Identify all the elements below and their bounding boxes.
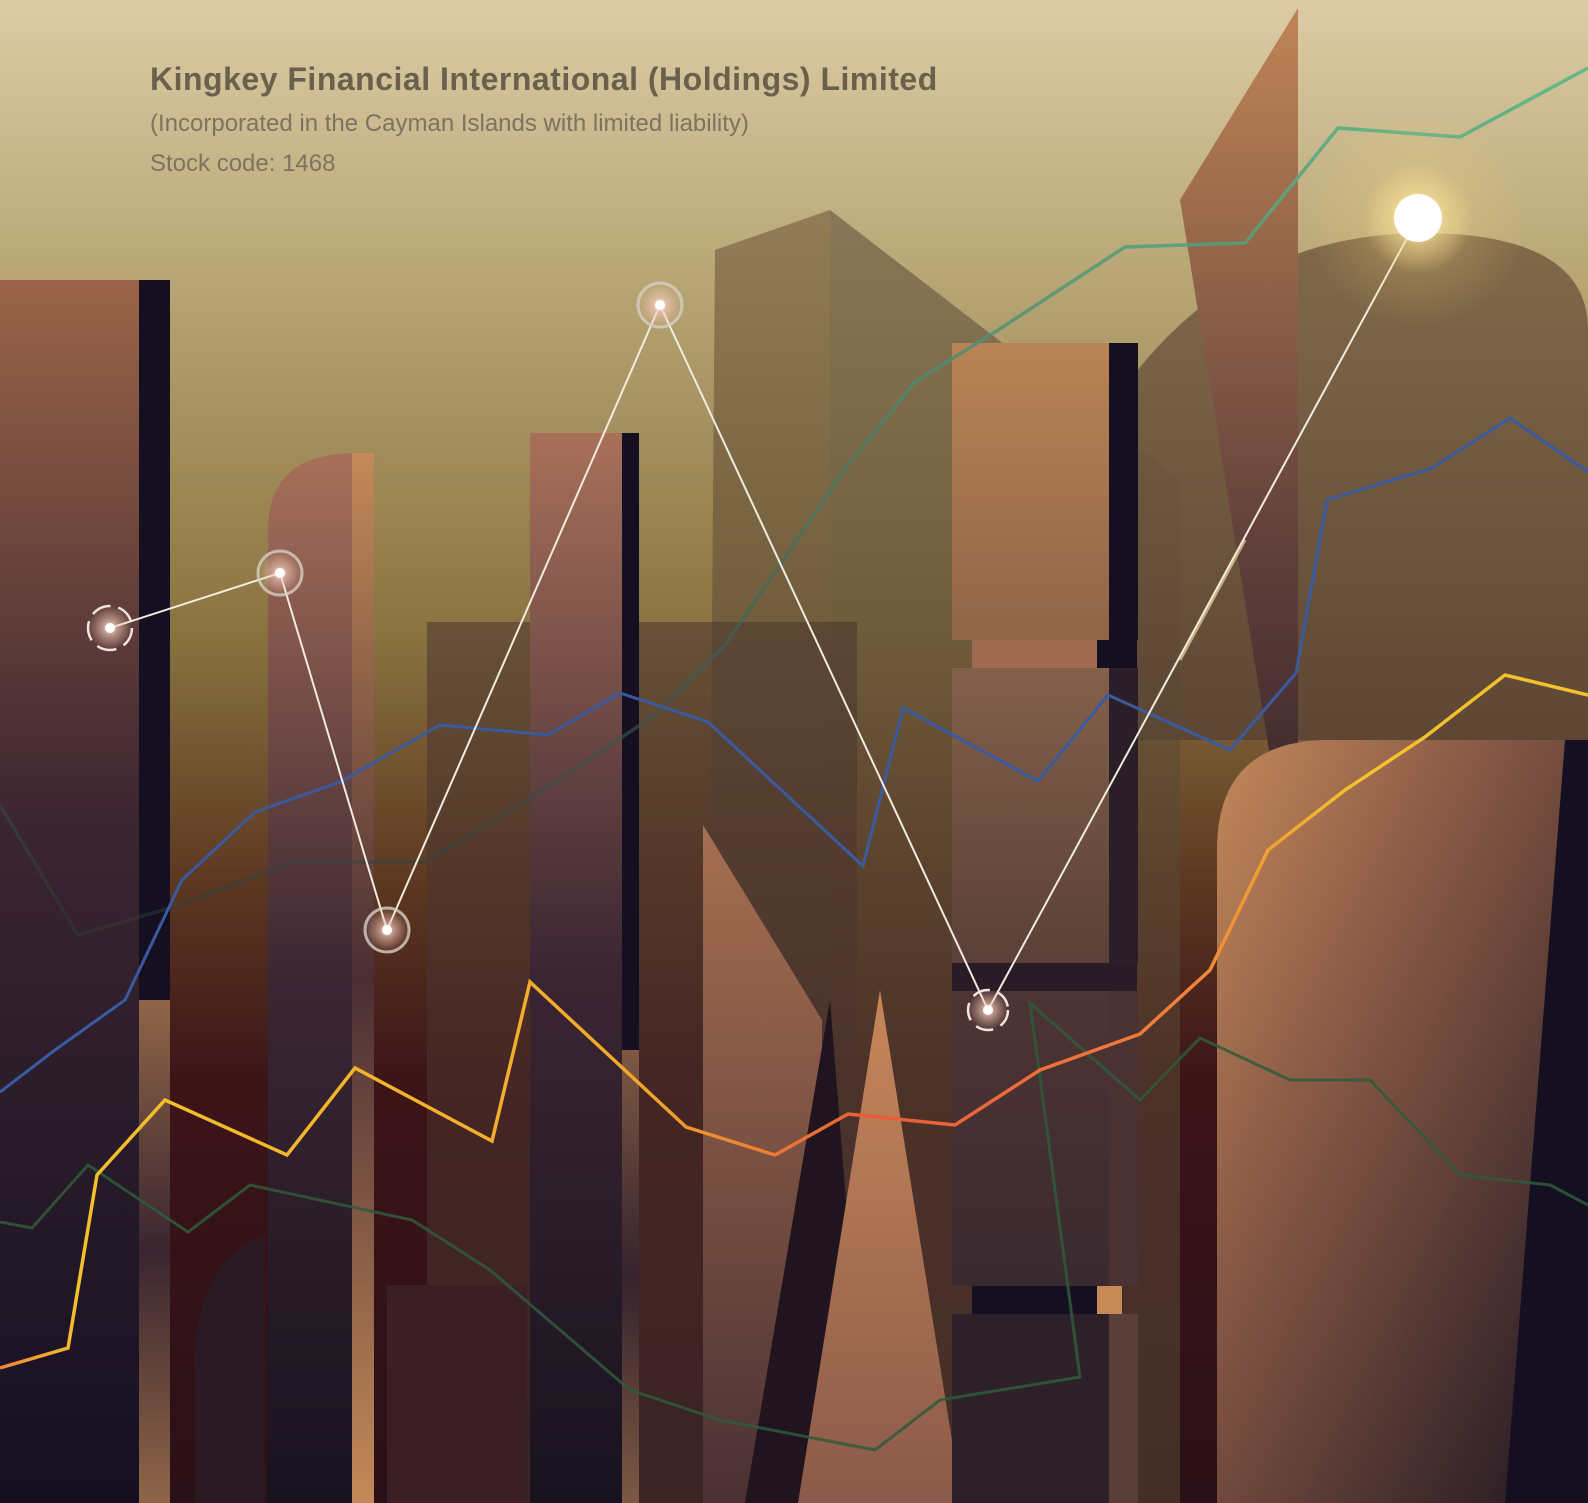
box-tower-band-2 bbox=[952, 963, 1137, 991]
dark-green-trend-line bbox=[0, 999, 1588, 1452]
sun-glow bbox=[1308, 108, 1528, 328]
box-tower-segment-3 bbox=[952, 991, 1109, 1286]
box-tower-edge-1 bbox=[1109, 343, 1138, 640]
arched-tower-stripe bbox=[352, 453, 374, 1503]
arched-tower bbox=[268, 453, 352, 1503]
constellation-node-2 bbox=[256, 549, 304, 597]
box-tower-band-1-edge bbox=[1097, 640, 1137, 668]
box-tower-segment-2 bbox=[952, 668, 1109, 963]
box-tower-edge-2 bbox=[1109, 668, 1138, 963]
right-edge-tower bbox=[1505, 740, 1588, 1503]
box-tower-segment-4 bbox=[952, 1314, 1109, 1503]
constellation-node-1 bbox=[86, 604, 134, 652]
company-name: Kingkey Financial International (Holding… bbox=[150, 61, 938, 97]
green-trend-line bbox=[0, 66, 1588, 938]
box-tower-band-1 bbox=[972, 640, 1097, 668]
constellation-node-4 bbox=[636, 281, 684, 329]
light-streak bbox=[1178, 539, 1247, 661]
tall-spire bbox=[1180, 8, 1298, 930]
incorporation-note: (Incorporated in the Cayman Islands with… bbox=[150, 110, 749, 138]
middle-tower-stripe bbox=[622, 1050, 639, 1503]
box-tower-band-3-light bbox=[1097, 1286, 1122, 1314]
cone-spire bbox=[798, 990, 962, 1503]
white-constellation-line bbox=[109, 217, 1419, 1013]
cover-header: Kingkey Financial International (Holding… bbox=[150, 60, 938, 178]
yellow-orange-trend-line bbox=[0, 673, 1588, 1370]
blue-trend-line bbox=[0, 416, 1588, 1094]
left-tower-stripe bbox=[139, 1000, 170, 1503]
constellation-node-3 bbox=[363, 906, 411, 954]
box-tower-edge-4 bbox=[1109, 1314, 1138, 1503]
box-tower-segment-1 bbox=[952, 343, 1109, 640]
middle-tower bbox=[530, 433, 622, 1503]
low-arch-building bbox=[195, 1235, 265, 1503]
left-tower bbox=[0, 280, 140, 1503]
constellation-node-5 bbox=[966, 988, 1010, 1032]
low-block-building bbox=[387, 1285, 527, 1503]
box-tower-band-3 bbox=[972, 1286, 1097, 1314]
right-rounded-tower bbox=[1217, 740, 1588, 1503]
stock-code: Stock code: 1468 bbox=[150, 150, 336, 178]
